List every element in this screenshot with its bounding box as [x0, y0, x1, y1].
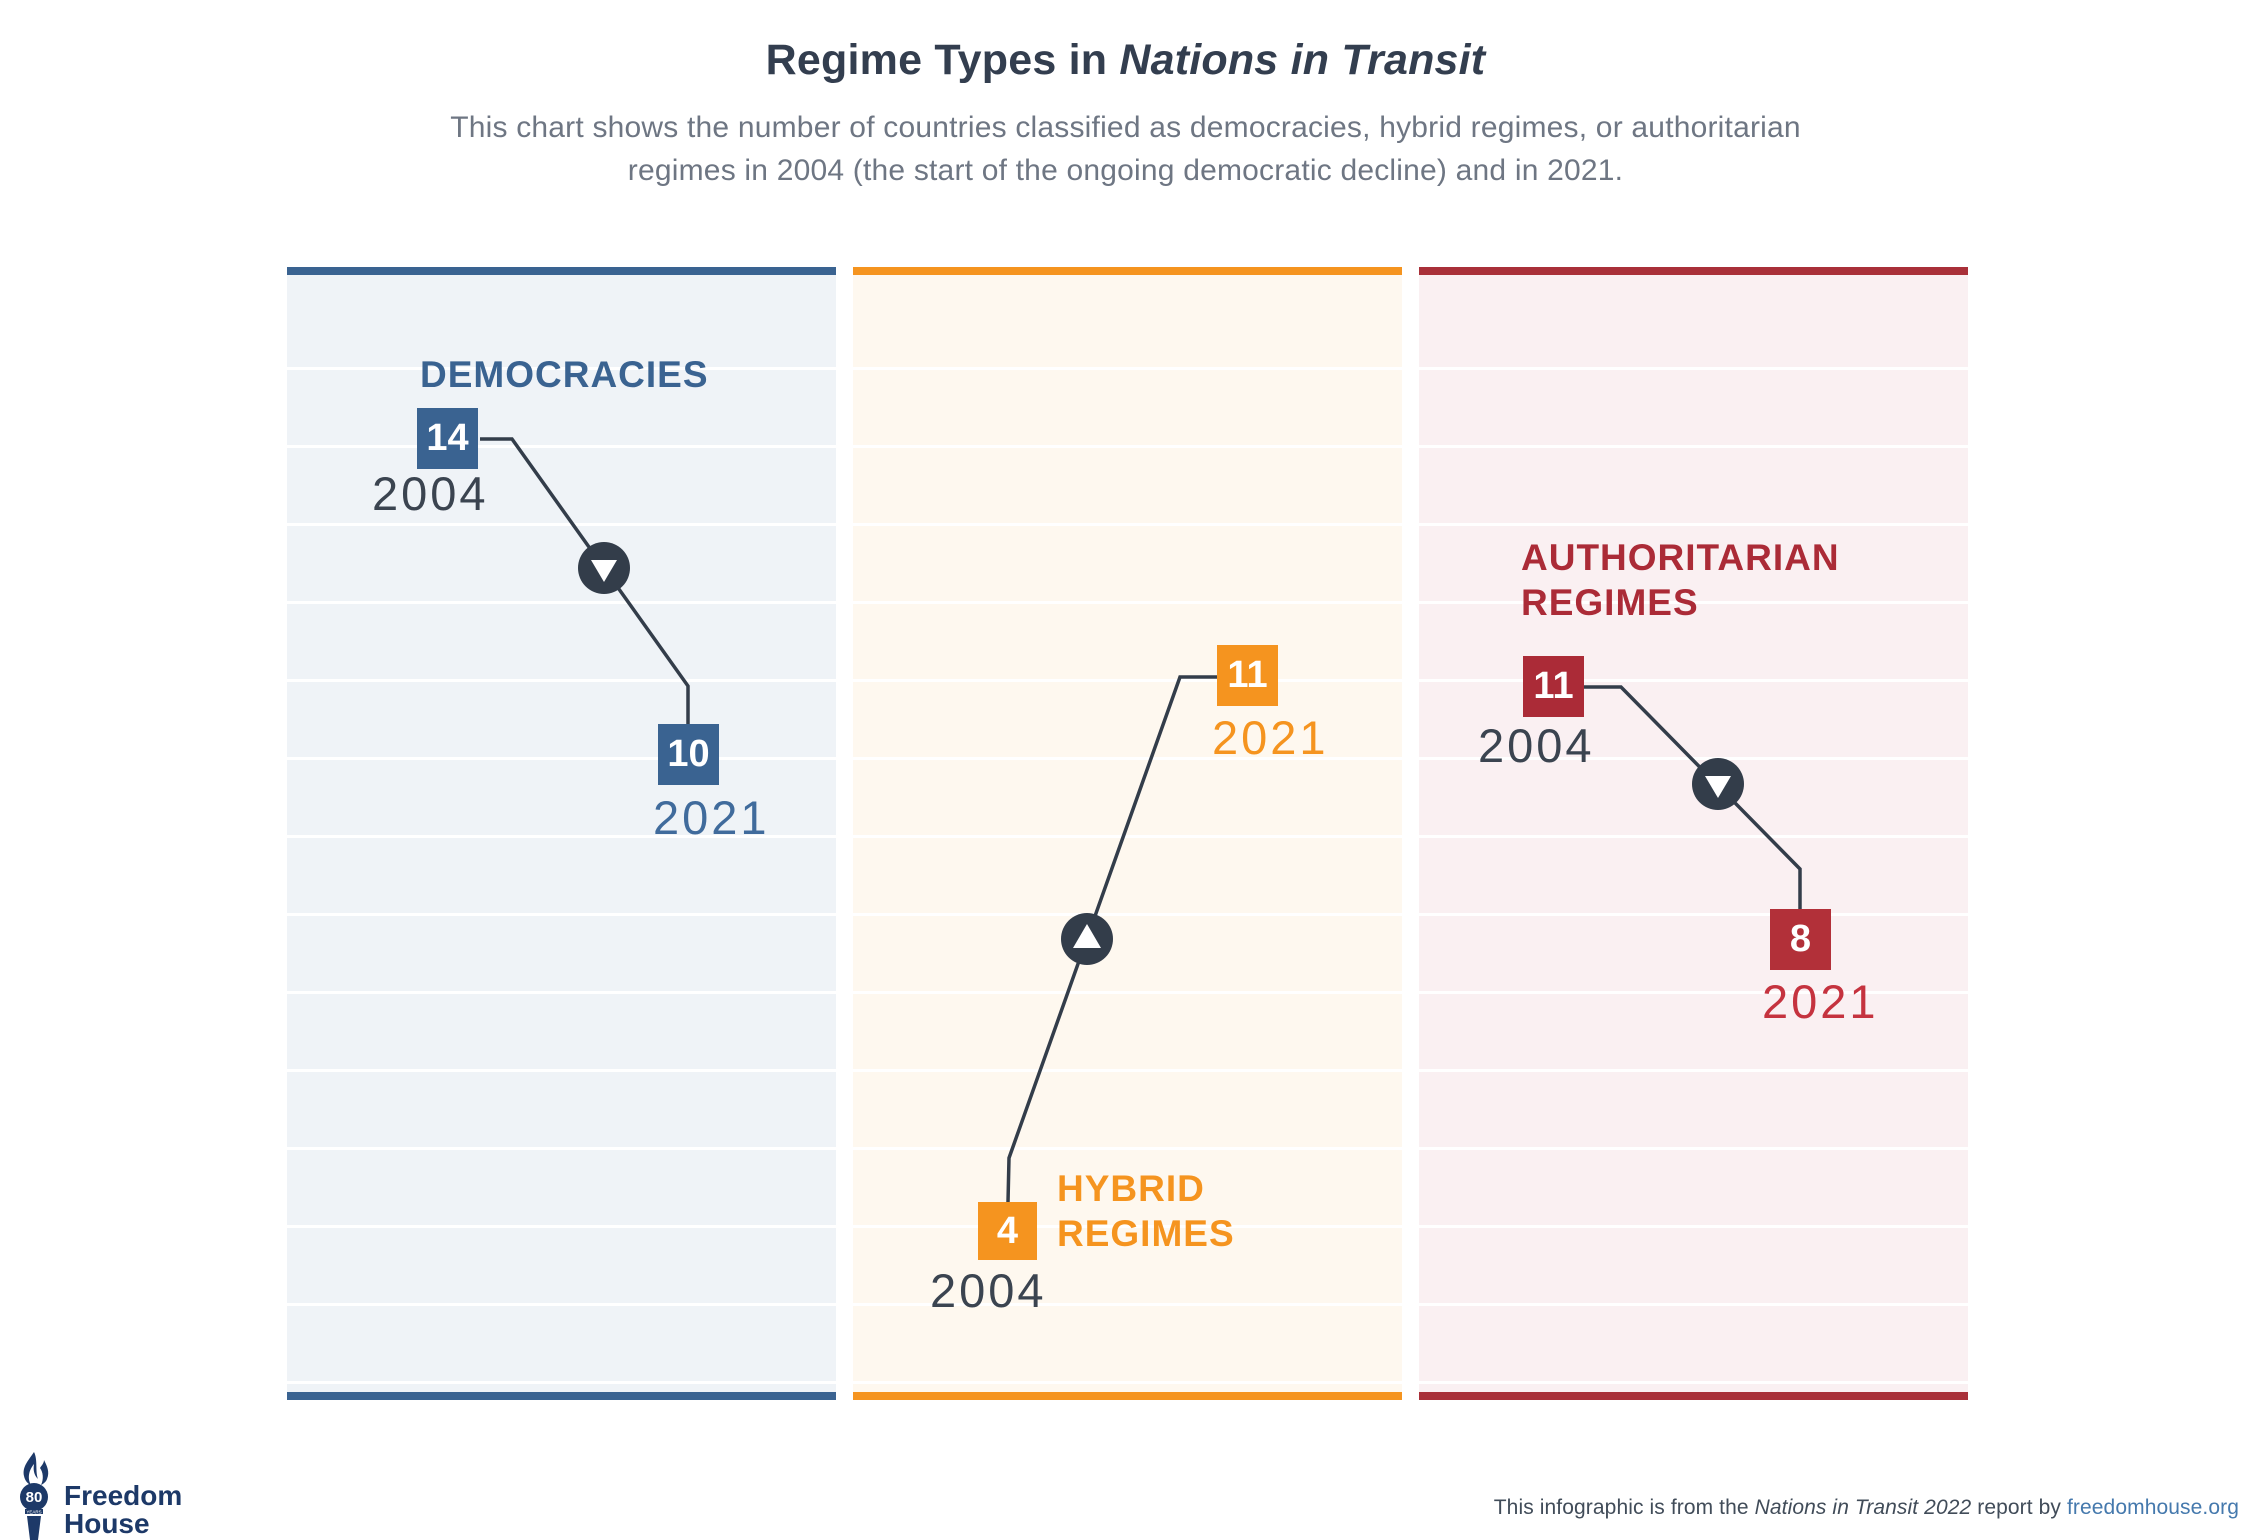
panel-label-line: REGIMES	[1521, 582, 1699, 623]
page-subtitle: This chart shows the number of countries…	[0, 106, 2251, 192]
wordmark-line: Freedom	[64, 1480, 183, 1511]
year-label-authoritarian-2004: 2004	[1478, 719, 1595, 772]
page-subtitle-line2: regimes in 2004 (the start of the ongoin…	[627, 154, 1624, 187]
wordmark-line: House	[64, 1508, 150, 1539]
attribution-report-name: Nations in Transit 2022	[1754, 1496, 1972, 1519]
year-label-democracies-2021: 2021	[653, 791, 770, 844]
panel-label-line: AUTHORITARIAN	[1521, 537, 1840, 578]
panel-label-hybrid-regimes: HYBRID REGIMES	[1057, 1166, 1235, 1256]
panel-label-democracies: DEMOCRACIES	[420, 352, 709, 397]
value-box-authoritarian-2021: 8	[1770, 909, 1831, 970]
value-text: 14	[426, 417, 469, 459]
attribution-link[interactable]: freedomhouse.org	[2066, 1496, 2239, 1519]
attribution: This infographic is from the Nations in …	[1494, 1496, 2239, 1520]
panel-authoritarian-regimes	[1419, 267, 1968, 1400]
panel-label-line: REGIMES	[1057, 1213, 1235, 1254]
page-subtitle-line1: This chart shows the number of countries…	[450, 111, 1801, 144]
value-box-hybrid-2021: 11	[1217, 645, 1278, 706]
value-text: 4	[996, 1209, 1019, 1252]
attribution-text: report by	[1971, 1496, 2067, 1519]
panel-label-authoritarian-regimes: AUTHORITARIAN REGIMES	[1521, 535, 1840, 625]
panel-label-line: DEMOCRACIES	[420, 354, 709, 395]
page-title: Regime Types in Nations in Transit	[0, 36, 2251, 85]
value-box-hybrid-2004: 4	[978, 1202, 1037, 1260]
value-text: 10	[667, 733, 710, 775]
value-text: 8	[1789, 918, 1812, 960]
value-text: 11	[1533, 665, 1574, 707]
value-box-democracies-2004: 14	[417, 408, 478, 469]
torch-icon: 80 YEARS	[20, 1452, 49, 1540]
year-label-hybrid-2004: 2004	[930, 1264, 1047, 1317]
attribution-text: This infographic is from the	[1493, 1496, 1755, 1519]
badge-number: 80	[26, 1489, 43, 1506]
badge-caption: YEARS	[26, 1510, 41, 1515]
page-title-prefix: Regime Types in	[765, 36, 1120, 84]
freedom-house-logo: 80 YEARS Freedom House	[14, 1452, 182, 1540]
year-label-democracies-2004: 2004	[372, 467, 489, 520]
year-label-hybrid-2021: 2021	[1212, 711, 1329, 764]
page-title-italic: Nations in Transit	[1119, 36, 1486, 84]
panel-label-line: HYBRID	[1057, 1168, 1205, 1209]
freedom-house-wordmark: Freedom House	[64, 1482, 182, 1538]
year-label-authoritarian-2021: 2021	[1762, 975, 1879, 1028]
value-box-democracies-2021: 10	[658, 724, 719, 785]
value-text: 11	[1227, 654, 1268, 696]
value-box-authoritarian-2004: 11	[1523, 656, 1584, 717]
